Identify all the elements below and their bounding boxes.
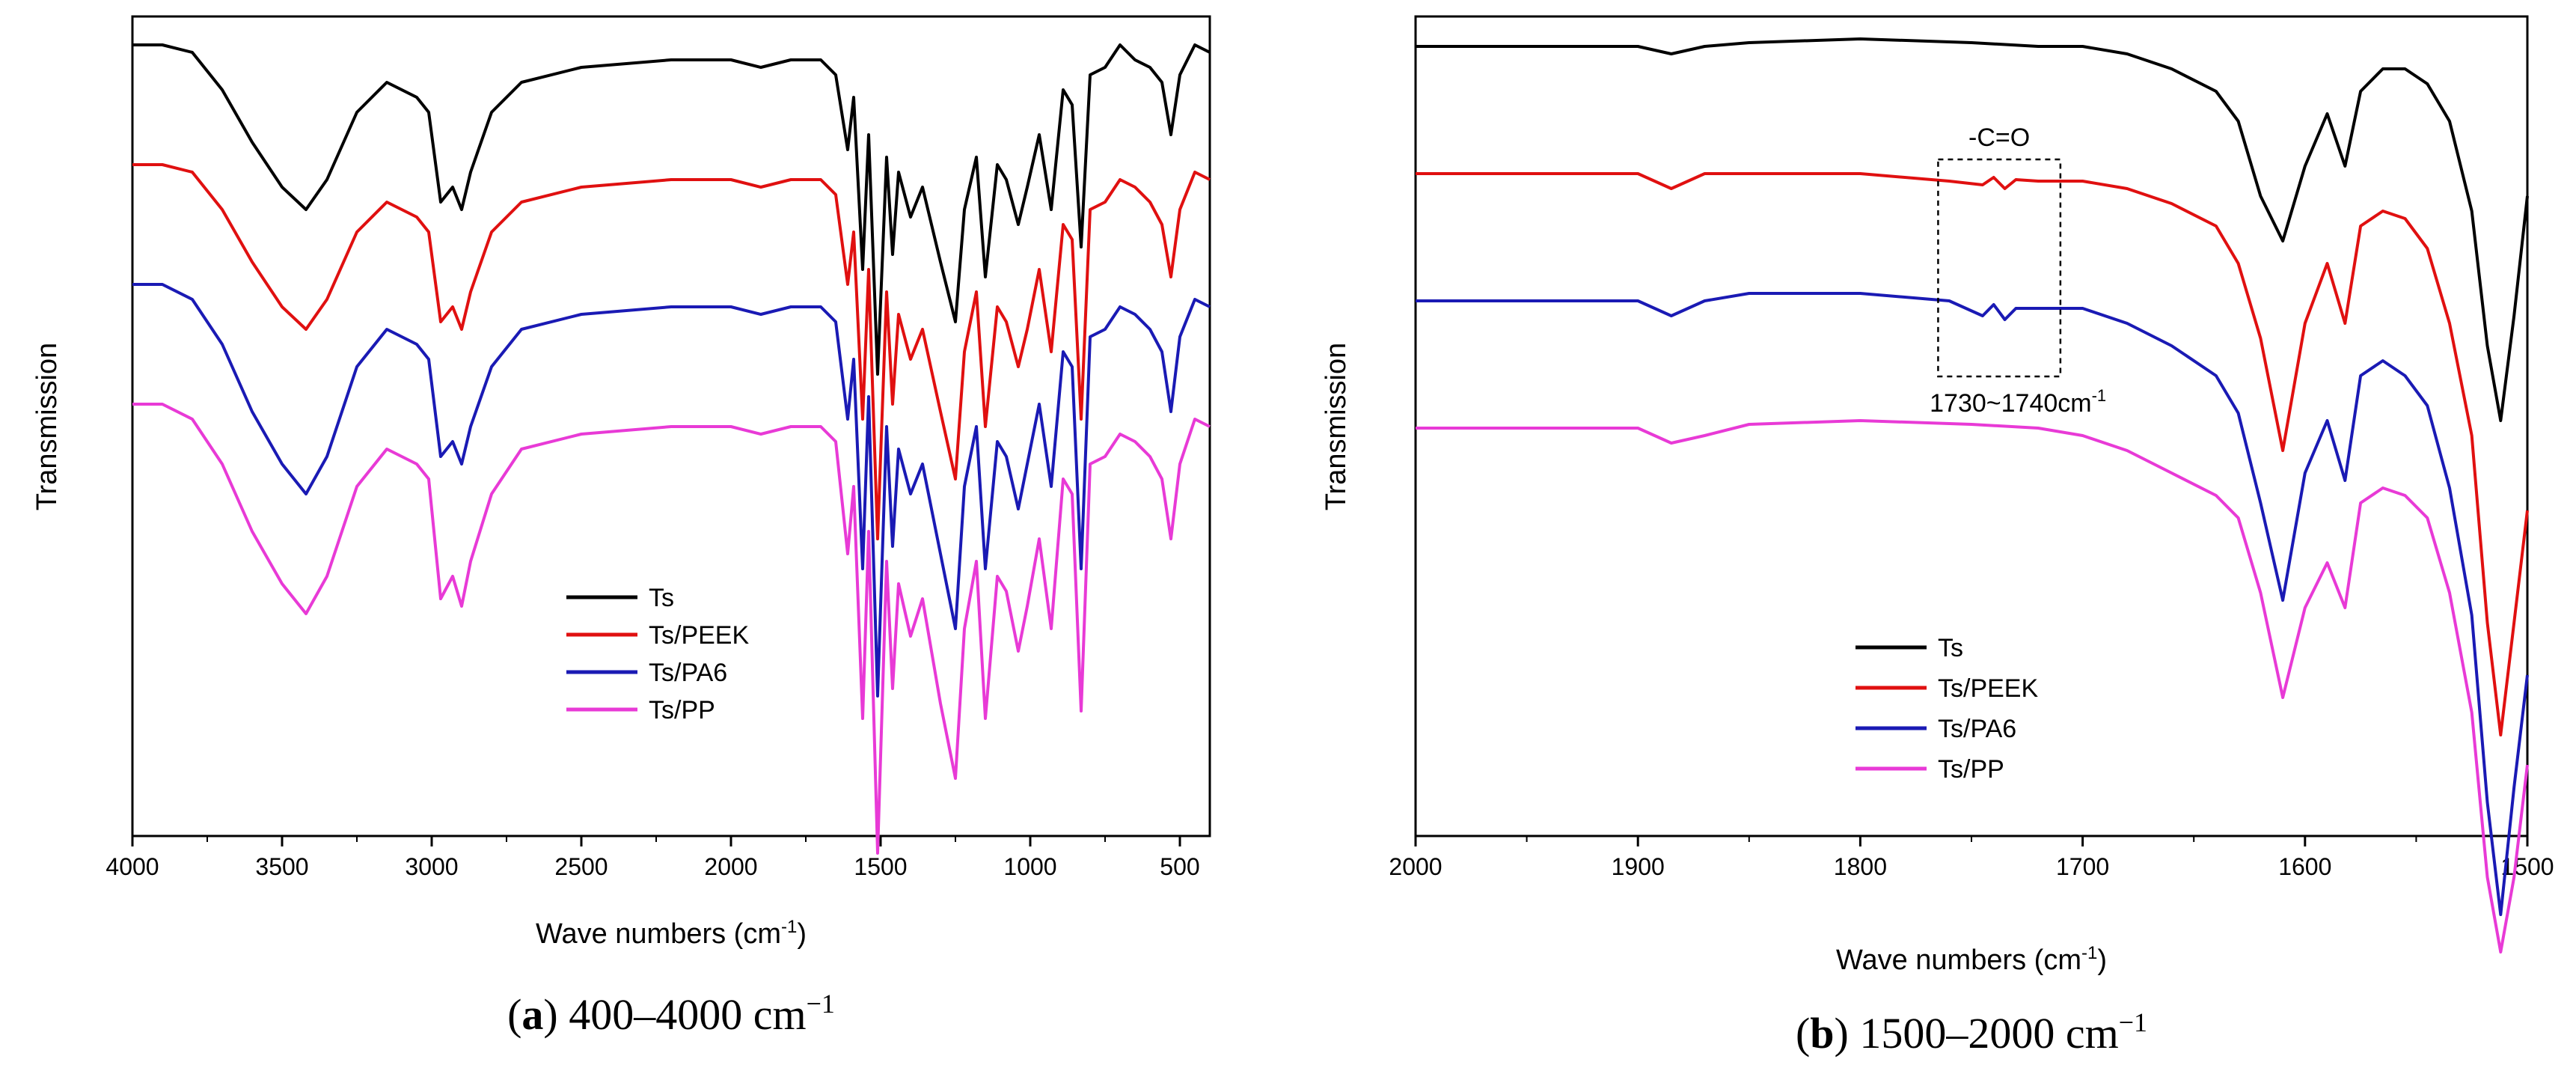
series-line-ts-peek bbox=[1416, 172, 2529, 736]
annotation-range-sup: -1 bbox=[2092, 386, 2107, 405]
x-tick-label: 500 bbox=[1160, 853, 1199, 880]
panel-b-x-axis-label: Wave numbers (cm-1) bbox=[1836, 943, 2107, 976]
x-tick-label: 3500 bbox=[255, 853, 308, 880]
panel-a-x-axis-label-text: Wave numbers (cm bbox=[536, 918, 781, 950]
panel-b-caption-letter: b bbox=[1810, 1009, 1834, 1058]
panel-a-x-axis-label-sup: -1 bbox=[781, 917, 797, 937]
panel-b-series-group bbox=[1416, 37, 2529, 953]
panel-b-caption-sup: −1 bbox=[2119, 1007, 2147, 1037]
series-line-ts-pa6 bbox=[132, 283, 1211, 698]
series-line-ts-pp bbox=[1416, 419, 2529, 953]
x-tick-label: 1800 bbox=[1834, 853, 1887, 880]
x-tick-label: 3000 bbox=[405, 853, 458, 880]
panel-a-x-axis-label-end: ) bbox=[797, 918, 807, 950]
panel-a-caption-letter: a bbox=[521, 990, 543, 1039]
annotation-range-label: 1730~1740cm-1 bbox=[1930, 386, 2106, 418]
panel-b-y-axis-label: Transmission bbox=[1321, 343, 1352, 511]
panel-b-legend: Ts Ts/PEEK Ts/PA6 Ts/PP bbox=[1855, 634, 2038, 784]
legend-label: Ts/PP bbox=[1938, 755, 2004, 784]
series-line-ts bbox=[1416, 37, 2529, 422]
panel-a-legend: Ts Ts/PEEK Ts/PA6 Ts/PP bbox=[566, 584, 749, 724]
x-tick-label: 1600 bbox=[2278, 853, 2331, 880]
panel-b-caption: (b) 1500–2000 cm−1 bbox=[1796, 1007, 2147, 1058]
panel-a: 4000 3500 3000 2500 2000 1500 1000 500 Transmis… bbox=[31, 15, 1211, 1039]
panel-b-annotation: -C=O 1730~1740cm-1 bbox=[1930, 123, 2106, 418]
panel-b-x-axis-label-sup: -1 bbox=[2081, 943, 2097, 963]
legend-label: Ts/PEEK bbox=[649, 621, 749, 650]
x-tick-label: 1700 bbox=[2056, 853, 2109, 880]
panel-b-x-axis-label-text: Wave numbers (cm bbox=[1836, 945, 2081, 976]
panel-b: 2000 1900 1800 1700 1600 1500 -C=O 1730~1740cm… bbox=[1321, 15, 2554, 1058]
x-tick-label: 1500 bbox=[854, 853, 907, 880]
series-line-ts-pa6 bbox=[1416, 292, 2529, 916]
x-tick-label: 2000 bbox=[704, 853, 757, 880]
panel-a-x-ticks: 4000 3500 3000 2500 2000 1500 1000 500 bbox=[105, 836, 1200, 880]
x-tick-label: 1000 bbox=[1003, 853, 1056, 880]
series-line-ts-peek bbox=[132, 163, 1211, 540]
series-line-ts-pp bbox=[132, 403, 1211, 855]
legend-label: Ts/PP bbox=[649, 696, 715, 724]
panel-b-x-ticks: 2000 1900 1800 1700 1600 1500 bbox=[1389, 836, 2554, 880]
legend-label: Ts bbox=[649, 584, 674, 612]
x-tick-label: 4000 bbox=[105, 853, 159, 880]
legend-label: Ts/PA6 bbox=[1938, 715, 2016, 743]
x-tick-label: 2000 bbox=[1389, 853, 1442, 880]
annotation-box bbox=[1937, 158, 2062, 378]
panel-a-x-axis-label: Wave numbers (cm-1) bbox=[536, 917, 807, 950]
annotation-label: -C=O bbox=[1968, 123, 2030, 152]
series-line-ts bbox=[132, 43, 1211, 376]
panel-a-caption-text: 400–4000 cm bbox=[558, 990, 807, 1039]
legend-label: Ts bbox=[1938, 634, 1963, 662]
annotation-range-text: 1730~1740cm bbox=[1930, 389, 2091, 418]
panel-a-series-group bbox=[132, 43, 1211, 855]
x-tick-label: 1900 bbox=[1612, 853, 1665, 880]
panel-a-caption: (a) 400–4000 cm−1 bbox=[507, 989, 835, 1039]
panel-b-x-axis-label-end: ) bbox=[2097, 945, 2107, 976]
x-tick-label: 1500 bbox=[2500, 853, 2554, 880]
legend-label: Ts/PEEK bbox=[1938, 674, 2038, 703]
panel-b-caption-text: 1500–2000 cm bbox=[1849, 1009, 2119, 1058]
panel-a-y-axis-label: Transmission bbox=[31, 343, 63, 511]
panel-a-caption-sup: −1 bbox=[807, 989, 835, 1019]
x-tick-label: 2500 bbox=[554, 853, 608, 880]
legend-label: Ts/PA6 bbox=[649, 659, 727, 687]
